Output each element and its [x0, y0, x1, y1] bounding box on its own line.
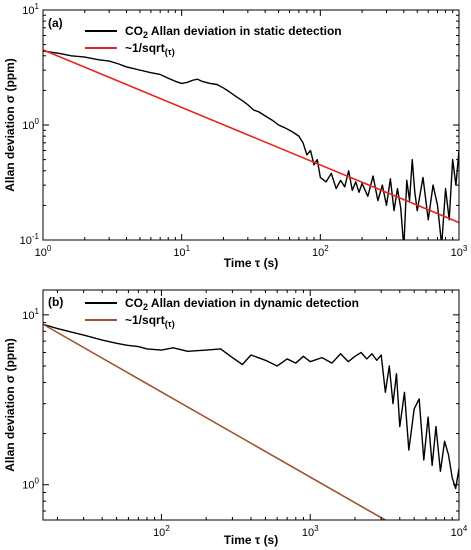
panel-b-ticks — [43, 290, 460, 520]
panel-a-series-1 — [43, 49, 459, 224]
panel-a-ticks — [42, 9, 460, 241]
panel-a-ytick-label: 100 — [22, 117, 39, 132]
panel-b-series-1 — [43, 323, 387, 520]
panel-b-legend: CO2 Allan deviation in dynamic detection… — [85, 296, 359, 329]
panel-b-ytick-label: 100 — [22, 477, 39, 492]
panel-b-tick-labels: 102 103 104 100 101 — [22, 307, 468, 539]
panel-b-xtick-label: 102 — [153, 524, 170, 539]
panel-a-xlabel: Time τ (s) — [224, 256, 278, 270]
panel-b-tag: (b) — [48, 295, 63, 309]
panel-a-xtick-label: 102 — [312, 244, 329, 259]
panel-a-series-0 — [43, 50, 459, 240]
panel-a-xtick-label: 101 — [173, 244, 190, 259]
panel-a-ytick-label: 101 — [22, 2, 39, 17]
panel-b-legend-label-0: CO2 Allan deviation in dynamic detection — [125, 296, 359, 312]
panel-b-xtick-label: 103 — [302, 524, 319, 539]
panel-a-ytick-label: 10-1 — [20, 232, 40, 247]
panel-b: 102 103 104 100 101 (b) CO2 Allan deviation … — [3, 289, 468, 547]
panel-a-xtick-label: 100 — [35, 244, 52, 259]
panel-a-tag: (a) — [48, 16, 63, 30]
panel-a-legend-label-0: CO2 Allan deviation in static detection — [125, 24, 342, 40]
panel-b-frame — [42, 289, 460, 521]
panel-b-data — [43, 323, 459, 520]
panel-a-ylabel: Allan deviation σ (ppm) — [3, 58, 17, 192]
panel-b-series-0 — [43, 323, 459, 490]
panel-b-ytick-label: 101 — [22, 307, 39, 322]
panel-a-data — [43, 49, 459, 240]
panel-b-xtick-label: 104 — [451, 524, 468, 539]
panel-b-legend-label-1: ~1/sqrt(τ) — [125, 313, 175, 329]
panel-a-legend-label-1: ~1/sqrt(τ) — [125, 41, 175, 57]
panel-a-frame — [42, 9, 460, 241]
panel-a-xtick-label: 103 — [451, 244, 468, 259]
panel-a-legend: CO2 Allan deviation in static detection … — [85, 24, 342, 57]
panel-b-xlabel: Time τ (s) — [224, 533, 278, 547]
panel-b-ylabel: Allan deviation σ (ppm) — [3, 338, 17, 472]
